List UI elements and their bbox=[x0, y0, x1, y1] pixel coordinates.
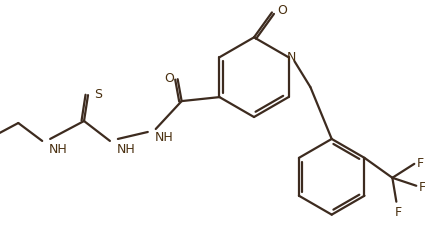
Text: F: F bbox=[395, 205, 402, 218]
Text: O: O bbox=[277, 4, 287, 17]
Text: NH: NH bbox=[116, 143, 135, 156]
Text: F: F bbox=[416, 157, 424, 170]
Text: F: F bbox=[419, 180, 425, 194]
Text: N: N bbox=[287, 50, 296, 64]
Text: S: S bbox=[94, 87, 102, 100]
Text: O: O bbox=[164, 72, 174, 84]
Text: NH: NH bbox=[154, 131, 173, 144]
Text: NH: NH bbox=[49, 143, 68, 156]
